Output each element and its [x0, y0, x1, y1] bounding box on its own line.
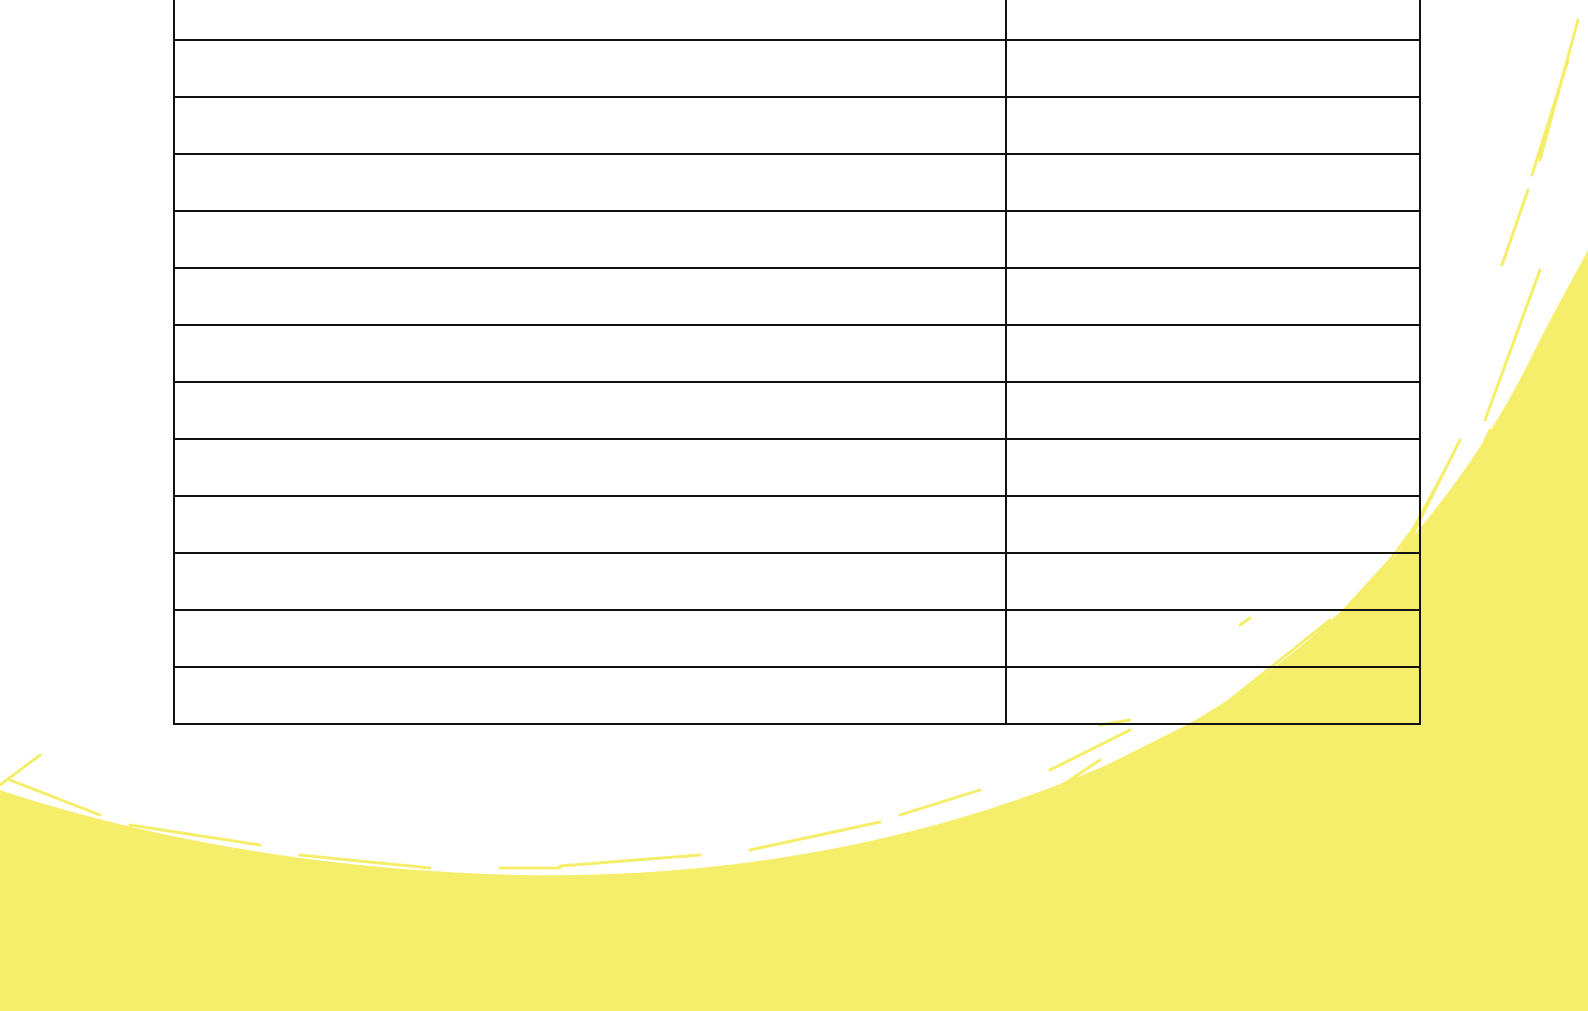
table-cell: [173, 0, 1007, 41]
table-cell: [1005, 666, 1421, 725]
table-cell: [173, 153, 1007, 212]
table-row: [173, 267, 1421, 326]
table-cell: [173, 267, 1007, 326]
table-body: [173, 0, 1421, 725]
table-cell: [1005, 210, 1421, 269]
blank-table: [173, 0, 1421, 725]
table-cell: [173, 552, 1007, 611]
table-cell: [173, 39, 1007, 98]
table-cell: [1005, 381, 1421, 440]
table-cell: [173, 210, 1007, 269]
table-cell: [173, 438, 1007, 497]
table-cell: [1005, 609, 1421, 668]
table-cell: [1005, 0, 1421, 41]
table-cell: [173, 96, 1007, 155]
table-row: [173, 666, 1421, 725]
table-row: [173, 609, 1421, 668]
table-cell: [1005, 552, 1421, 611]
table-cell: [173, 381, 1007, 440]
table-cell: [1005, 267, 1421, 326]
table-cell: [1005, 39, 1421, 98]
table-cell: [1005, 438, 1421, 497]
table-row: [173, 438, 1421, 497]
table-cell: [173, 495, 1007, 554]
yellow-brush-fill: [0, 250, 1588, 1011]
table-row: [173, 381, 1421, 440]
table-cell: [173, 324, 1007, 383]
table-cell: [1005, 96, 1421, 155]
table-row: [173, 552, 1421, 611]
table-cell: [1005, 153, 1421, 212]
blank-table-container: [173, 0, 1421, 725]
table-row: [173, 153, 1421, 212]
table-cell: [1005, 495, 1421, 554]
table-row: [173, 324, 1421, 383]
table-cell: [173, 609, 1007, 668]
table-row: [173, 210, 1421, 269]
table-row: [173, 39, 1421, 98]
table-row: [173, 96, 1421, 155]
table-cell: [1005, 324, 1421, 383]
table-row: [173, 495, 1421, 554]
table-row: [173, 0, 1421, 41]
table-cell: [173, 666, 1007, 725]
